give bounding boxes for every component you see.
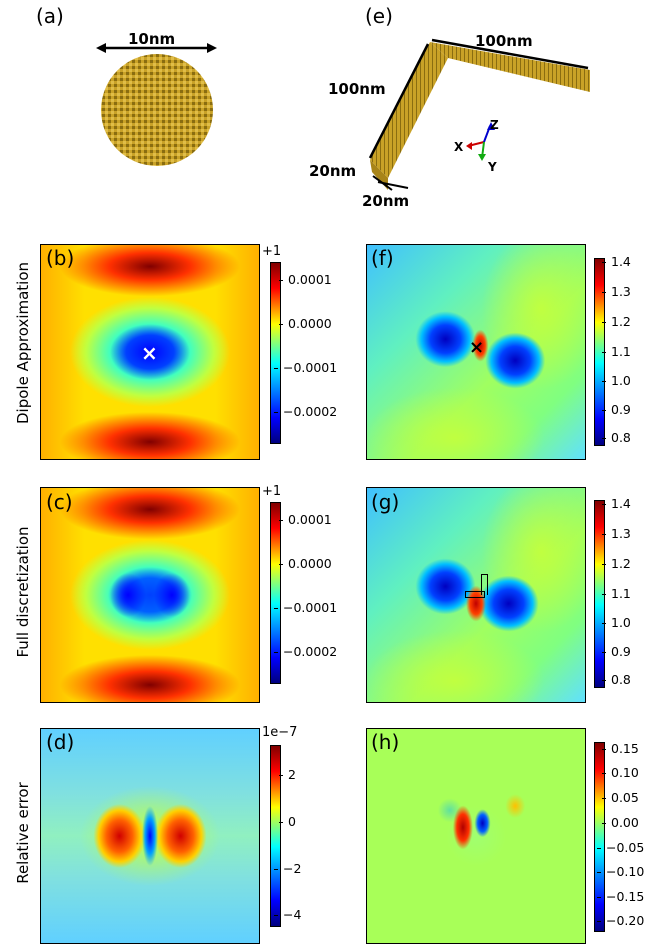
colorbar-d xyxy=(270,745,281,927)
tick-c-4: −0.0002 xyxy=(273,644,338,659)
l-shape-vertical-arm xyxy=(370,42,448,178)
label-e: (e) xyxy=(365,4,393,28)
tick-g-6: 0.9 xyxy=(602,644,631,659)
l-outline-vertical xyxy=(481,574,488,595)
label-c: (c) xyxy=(46,490,73,514)
colorbar-c-offset: +1 xyxy=(262,484,282,499)
map-f: × xyxy=(366,244,586,460)
source-marker-f: × xyxy=(469,337,485,358)
label-h: (h) xyxy=(371,730,400,754)
tick-h-2: 0.10 xyxy=(602,765,639,780)
tick-d-1: 2 xyxy=(279,767,296,782)
nanosphere xyxy=(101,54,213,166)
colorbar-h xyxy=(594,742,605,932)
tick-h-4: 0.00 xyxy=(602,815,639,830)
tick-c-3: −0.0001 xyxy=(273,600,338,615)
map-b: × xyxy=(40,244,260,460)
row-label-error: Relative error xyxy=(14,782,32,884)
tick-g-2: 1.3 xyxy=(602,526,631,541)
l-shape-horizontal-arm xyxy=(430,42,590,92)
axis-z-label: Z xyxy=(490,118,499,132)
tick-d-3: −2 xyxy=(273,861,302,876)
axis-y-label: Y xyxy=(488,160,497,174)
label-g: (g) xyxy=(371,490,400,514)
tick-c-1: 0.0001 xyxy=(279,512,332,527)
colorbar-c xyxy=(270,502,281,684)
tick-b-3: −0.0001 xyxy=(273,360,338,375)
arm-length-vertical: 100nm xyxy=(328,80,386,98)
tick-b-2: 0.0000 xyxy=(279,316,332,331)
axis-x-label: X xyxy=(454,140,464,154)
thickness-2: 20nm xyxy=(362,192,410,210)
tick-h-7: −0.15 xyxy=(596,889,645,904)
tick-f-4: 1.1 xyxy=(602,344,631,359)
map-c xyxy=(40,487,260,703)
map-h xyxy=(366,728,586,944)
tick-g-1: 1.4 xyxy=(602,496,631,511)
arm-length-horizontal: 100nm xyxy=(475,32,533,50)
label-a: (a) xyxy=(36,4,64,28)
tick-g-4: 1.1 xyxy=(602,586,631,601)
tick-h-3: 0.05 xyxy=(602,790,639,805)
tick-g-5: 1.0 xyxy=(602,615,631,630)
label-d: (d) xyxy=(46,730,75,754)
tick-h-6: −0.10 xyxy=(596,864,645,879)
tick-f-7: 0.8 xyxy=(602,430,631,445)
l-outline-horizontal xyxy=(465,591,485,598)
tick-f-6: 0.9 xyxy=(602,402,631,417)
tick-h-8: −0.20 xyxy=(596,913,645,928)
tick-d-2: 0 xyxy=(279,814,296,829)
tick-g-7: 0.8 xyxy=(602,672,631,687)
tick-b-1: 0.0001 xyxy=(279,272,332,287)
tick-g-3: 1.2 xyxy=(602,556,631,571)
source-marker-b: × xyxy=(141,341,158,365)
tick-f-2: 1.3 xyxy=(602,284,631,299)
label-f: (f) xyxy=(371,246,394,270)
label-b: (b) xyxy=(46,246,75,270)
colorbar-d-offset: 1e−7 xyxy=(262,725,298,740)
tick-b-4: −0.0002 xyxy=(273,404,338,419)
tick-f-5: 1.0 xyxy=(602,373,631,388)
thickness-1: 20nm xyxy=(309,162,357,180)
sphere-diameter: 10nm xyxy=(128,30,176,48)
tick-h-5: −0.05 xyxy=(596,840,645,855)
row-label-full: Full discretization xyxy=(14,526,32,658)
tick-f-1: 1.4 xyxy=(602,254,631,269)
colorbar-b xyxy=(270,262,281,444)
row-label-dipole: Dipole Approximation xyxy=(14,261,32,424)
map-d xyxy=(40,728,260,944)
geometry-sketches xyxy=(96,38,590,191)
tick-d-4: −4 xyxy=(273,907,302,922)
tick-c-2: 0.0000 xyxy=(279,556,332,571)
colorbar-b-offset: +1 xyxy=(262,244,282,259)
tick-h-1: 0.15 xyxy=(602,741,639,756)
map-g xyxy=(366,487,586,703)
tick-f-3: 1.2 xyxy=(602,314,631,329)
